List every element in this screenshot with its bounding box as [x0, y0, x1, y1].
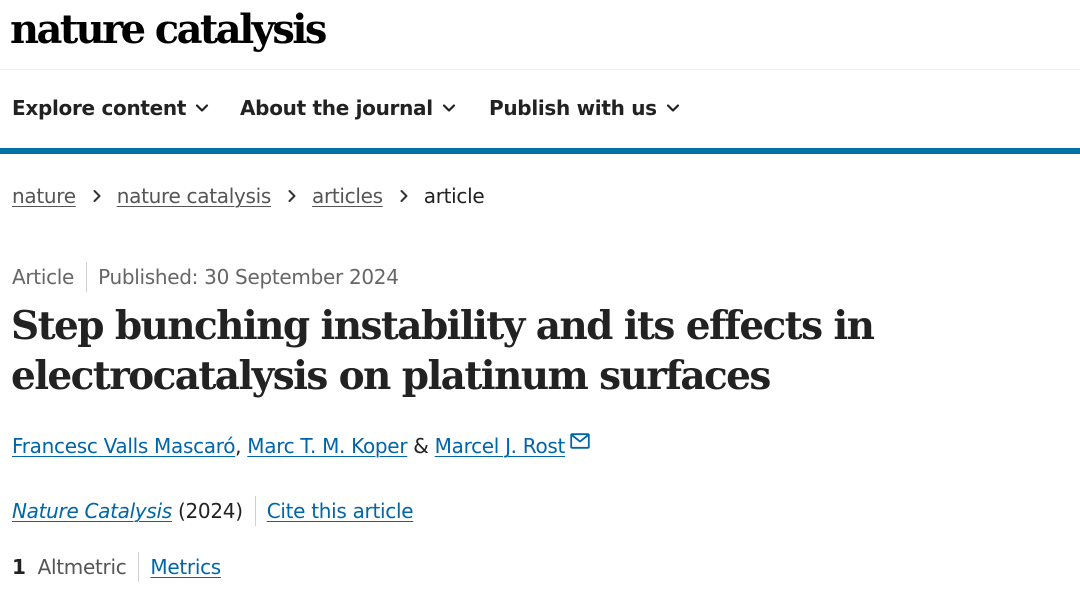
altmetric-count: 1: [12, 555, 26, 579]
metrics-row: 1 Altmetric Metrics: [12, 552, 221, 582]
author-link[interactable]: Marc T. M. Koper: [247, 434, 408, 458]
article-title: Step bunching instability and its effect…: [11, 303, 875, 399]
nav-accent-bar: [0, 148, 1080, 154]
nav-item-label: About the journal: [240, 96, 433, 120]
nav-explore-content[interactable]: Explore content: [12, 96, 209, 120]
divider: [254, 496, 256, 526]
cite-this-article-link[interactable]: Cite this article: [266, 499, 414, 523]
breadcrumb-articles[interactable]: articles: [311, 184, 383, 208]
divider: [86, 262, 88, 292]
published-date: Published: 30 September 2024: [98, 265, 399, 289]
chevron-right-icon: [93, 190, 101, 202]
mail-icon[interactable]: [570, 433, 590, 449]
metrics-link[interactable]: Metrics: [150, 555, 221, 579]
author-conjunction: &: [407, 434, 435, 458]
breadcrumb: nature nature catalysis articles article: [12, 184, 485, 208]
article-meta: Article Published: 30 September 2024: [12, 262, 399, 292]
chevron-down-icon: [442, 104, 455, 112]
author-list: Francesc Valls Mascaró , Marc T. M. Kope…: [12, 433, 590, 458]
breadcrumb-nature-catalysis[interactable]: nature catalysis: [116, 184, 272, 208]
article-type: Article: [12, 265, 75, 289]
chevron-down-icon: [666, 104, 679, 112]
journal-link[interactable]: Nature Catalysis: [12, 499, 172, 523]
author-link[interactable]: Francesc Valls Mascaró: [12, 434, 236, 458]
journal-citation-row: Nature Catalysis (2024) Cite this articl…: [12, 496, 414, 526]
nav-item-label: Explore content: [12, 96, 187, 120]
author-link[interactable]: Marcel J. Rost: [434, 434, 566, 458]
divider: [138, 552, 140, 582]
breadcrumb-nature[interactable]: nature: [12, 184, 76, 208]
chevron-right-icon: [288, 190, 296, 202]
masthead: nature catalysis: [0, 0, 1080, 70]
breadcrumb-current: article: [423, 184, 485, 208]
nav-publish-with-us[interactable]: Publish with us: [489, 96, 680, 120]
altmetric-label: Altmetric: [37, 555, 127, 579]
author-separator: ,: [235, 434, 248, 458]
chevron-down-icon: [196, 104, 209, 112]
publication-year: (2024): [171, 499, 243, 523]
chevron-right-icon: [400, 190, 408, 202]
nav-item-label: Publish with us: [489, 96, 657, 120]
nav-about-the-journal[interactable]: About the journal: [240, 96, 456, 120]
site-logo[interactable]: nature catalysis: [10, 6, 327, 53]
main-nav: Explore content About the journal Publis…: [0, 70, 1080, 148]
